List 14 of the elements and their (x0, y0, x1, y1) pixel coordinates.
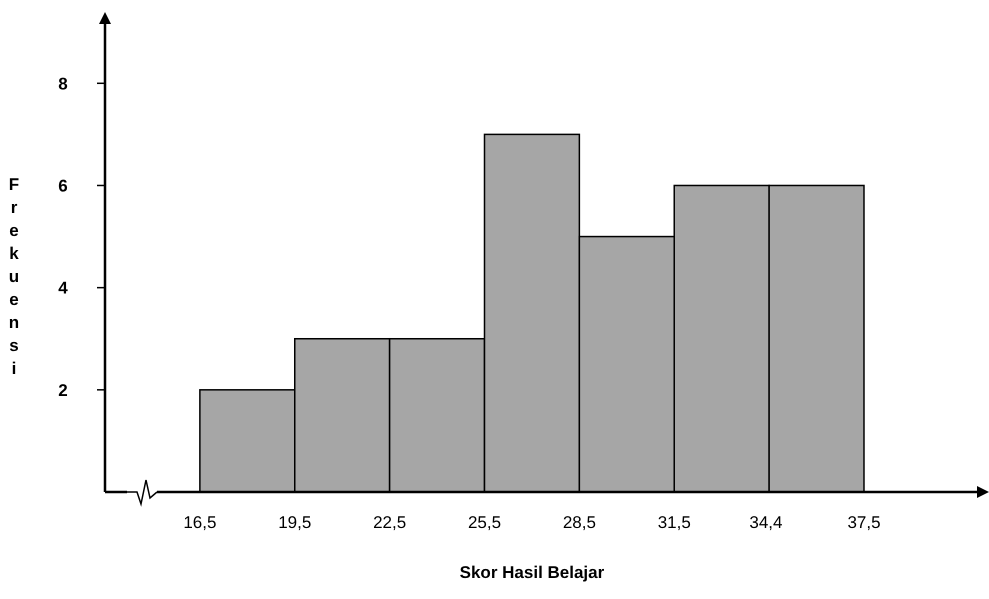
y-tick-label: 2 (58, 380, 68, 400)
x-tick-label: 25,5 (468, 513, 502, 532)
y-tick-label: 8 (58, 74, 68, 94)
x-tick-label: 34,4 (749, 513, 782, 532)
x-tick-label: 19,5 (278, 513, 312, 532)
x-tick-label: 22,5 (373, 513, 406, 532)
x-tick-label: 37,5 (847, 513, 881, 532)
x-tick-label: 16,5 (183, 513, 216, 532)
x-tick-label: 31,5 (658, 513, 691, 532)
y-tick-label: 6 (58, 176, 68, 196)
x-axis-title: Skor Hasil Belajar (460, 563, 605, 582)
x-tick-label: 28,5 (562, 513, 596, 532)
y-tick-label: 4 (58, 278, 68, 298)
text: Frekuensi (8, 175, 20, 378)
